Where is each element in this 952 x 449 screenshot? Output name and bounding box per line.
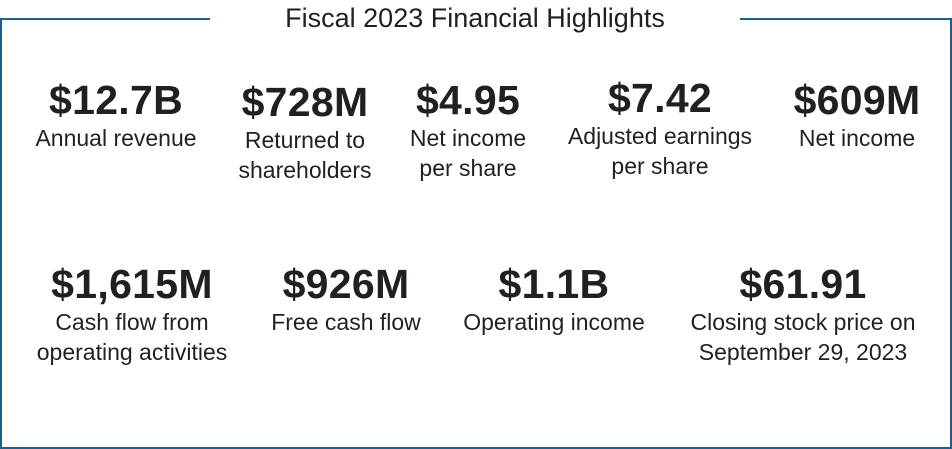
metric-label: Free cash flow [271, 309, 421, 335]
metric-closing-stock-price: $61.91 Closing stock price on September … [691, 261, 916, 367]
metric-label: September 29, 2023 [698, 339, 908, 365]
metric-label: Adjusted earnings [567, 123, 753, 149]
metric-label: Cash flow from [55, 309, 209, 335]
metric-returned-to-shareholders: $728M Returned to shareholders [239, 79, 372, 185]
metric-value: $12.7B [48, 77, 183, 123]
metric-operating-cash-flow: $1,615M Cash flow from operating activit… [37, 261, 228, 367]
metric-value: $926M [282, 261, 410, 307]
metric-label: Operating income [463, 309, 645, 335]
metric-free-cash-flow: $926M Free cash flow [271, 261, 421, 337]
title-container: Fiscal 2023 Financial Highlights [210, 0, 740, 36]
metric-value: $1.1B [498, 261, 610, 307]
metric-operating-income: $1.1B Operating income [463, 261, 645, 337]
metric-value: $4.95 [415, 77, 521, 123]
metric-label: Returned to [244, 127, 366, 153]
metric-label: per share [419, 155, 517, 181]
metric-label: shareholders [238, 157, 372, 183]
metric-net-income-per-share: $4.95 Net income per share [410, 77, 526, 183]
metric-label: Net income [798, 125, 916, 151]
metric-net-income: $609M Net income [794, 77, 921, 153]
metric-label: Closing stock price on [690, 309, 916, 335]
metric-label: per share [611, 153, 709, 179]
metric-value: $61.91 [739, 261, 867, 307]
metric-value: $728M [241, 79, 369, 125]
page-title: Fiscal 2023 Financial Highlights [285, 2, 665, 33]
metric-label: operating activities [36, 339, 228, 365]
metric-annual-revenue: $12.7B Annual revenue [35, 77, 196, 153]
metric-value: $1,615M [51, 261, 213, 307]
metric-adjusted-eps: $7.42 Adjusted earnings per share [568, 75, 752, 181]
metric-value: $7.42 [607, 75, 713, 121]
metric-label: Annual revenue [35, 125, 197, 151]
metric-value: $609M [793, 77, 921, 123]
metric-label: Net income [409, 125, 527, 151]
